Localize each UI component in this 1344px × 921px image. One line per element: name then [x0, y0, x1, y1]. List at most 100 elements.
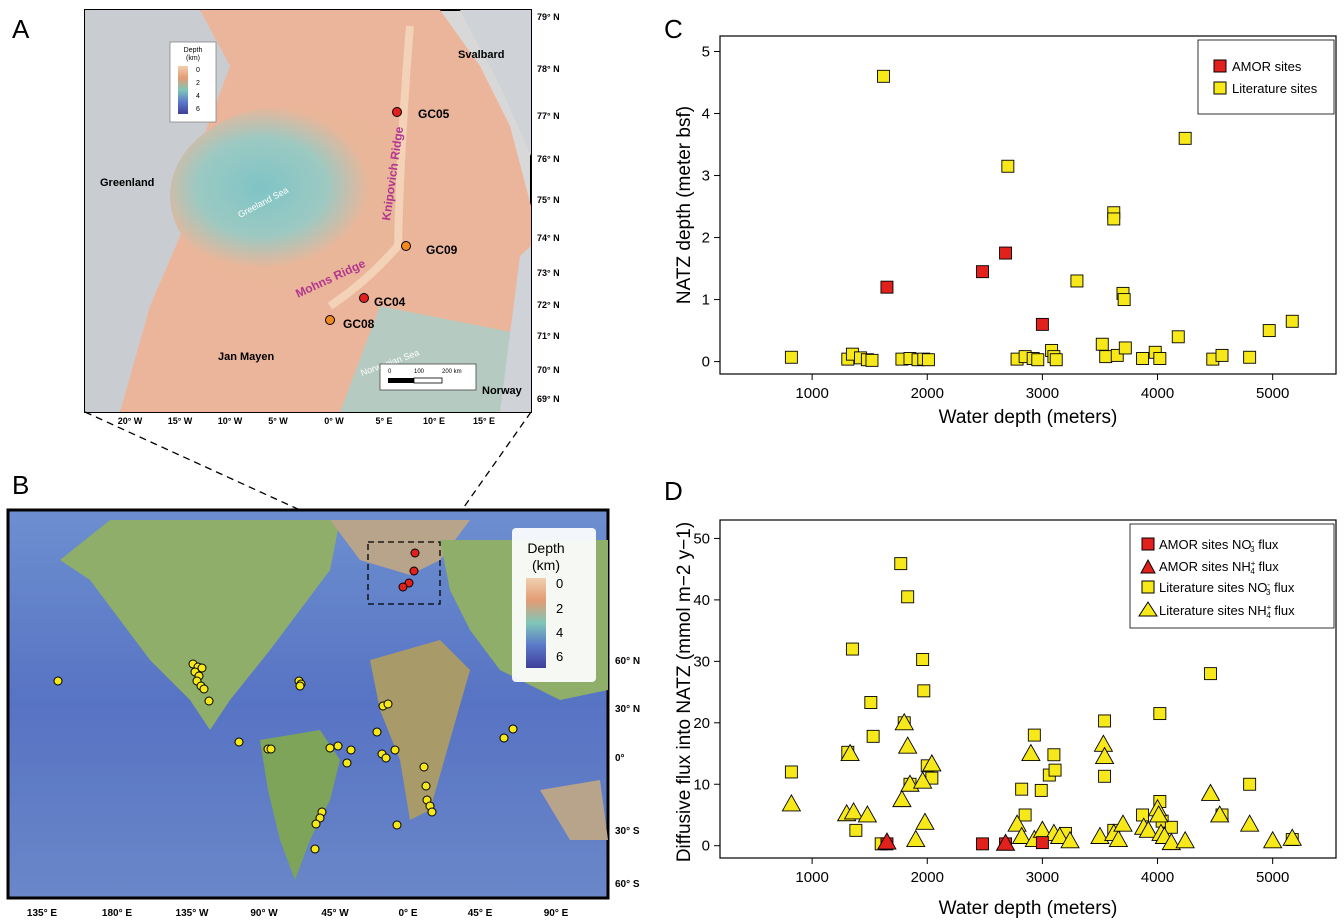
- x-tick-label: 1000: [795, 385, 828, 402]
- data-point-square: [999, 246, 1012, 260]
- scale-bar-label: 100: [414, 369, 425, 375]
- label-jan-mayen: Jan Mayen: [218, 351, 275, 363]
- data-point-square: [1035, 317, 1049, 331]
- chart-c-x-axis: 1000 2000 3000 4000 5000: [795, 374, 1289, 402]
- y-tick-label: 5: [702, 44, 710, 61]
- data-point-triangle: [1200, 783, 1221, 801]
- chart-d-ylabel: Diffusive flux into NATZ (mmol m−2 y−1): [674, 522, 695, 862]
- data-point-square: [1204, 667, 1217, 681]
- lat-label: 77° N: [537, 111, 560, 121]
- site-gc04-marker: [359, 293, 369, 303]
- lat-label: 30° N: [615, 704, 640, 715]
- chart-d-y-axis: 0 10 20 30 40 50: [693, 530, 720, 855]
- label-norway: Norway: [482, 385, 523, 397]
- data-point-square: [1015, 782, 1029, 796]
- lon-label: 180° E: [102, 908, 132, 919]
- literature-site-marker: [419, 762, 429, 772]
- chart-d-xlabel: Water depth (meters): [939, 898, 1118, 919]
- lat-label: 60° N: [615, 656, 640, 667]
- map-a-legend-title-1: Depth: [184, 47, 203, 54]
- literature-site-marker: [499, 733, 509, 743]
- data-point-square: [1215, 348, 1229, 362]
- map-b-legend-tick: 4: [556, 625, 563, 640]
- amor-site-marker: [398, 582, 408, 592]
- scale-bar-box: [379, 363, 477, 391]
- data-point-square: [1118, 341, 1132, 355]
- chart-c-xlabel: Water depth (meters): [939, 407, 1118, 428]
- literature-site-marker: [392, 820, 402, 830]
- map-b-amor-sites: [398, 548, 420, 592]
- lat-label: 70° N: [537, 365, 560, 375]
- data-point-triangle: [905, 829, 926, 848]
- chart-c-marks: [784, 69, 1299, 367]
- y-tick-label: 1: [702, 292, 710, 309]
- x-tick-label: 3000: [1026, 385, 1059, 402]
- data-point-square: [921, 353, 935, 367]
- literature-site-marker: [197, 663, 207, 673]
- data-point-square: [849, 823, 863, 837]
- legend-label-amor: AMOR sites: [1232, 59, 1302, 74]
- data-point-square: [784, 350, 798, 364]
- scale-bar: [388, 378, 414, 383]
- data-point-triangle: [1209, 805, 1230, 823]
- data-point-square: [866, 729, 880, 743]
- lon-label: 10° E: [423, 416, 445, 426]
- map-a-legend-tick: 2: [196, 80, 200, 87]
- literature-site-marker: [390, 745, 400, 755]
- panel-letter-c: C: [664, 14, 683, 44]
- map-b-literature-sites: [53, 659, 518, 854]
- literature-site-marker: [372, 727, 382, 737]
- scale-bar-label: 0: [388, 369, 392, 375]
- data-point-square: [1153, 352, 1167, 365]
- data-point-square: [1243, 777, 1257, 791]
- legend-swatch-amor: [1213, 59, 1227, 73]
- map-b: Depth (km) 0 2 4 6: [6, 508, 640, 919]
- y-tick-label: 10: [693, 776, 710, 793]
- literature-site-marker: [342, 758, 352, 768]
- data-point-triangle: [1090, 826, 1110, 844]
- label-svalbard: Svalbard: [458, 49, 504, 61]
- map-a-lon-labels: 20° W 15° W 10° W 5° W 0° W 5° E 10° E 1…: [118, 416, 495, 426]
- data-point-triangle: [1239, 814, 1260, 832]
- data-point-triangle: [1094, 746, 1115, 765]
- lat-label: 73° N: [537, 268, 560, 278]
- lon-label: 15° E: [473, 416, 495, 426]
- x-tick-label: 2000: [911, 869, 944, 886]
- literature-site-marker: [295, 681, 305, 691]
- data-point-triangle: [1161, 832, 1182, 851]
- y-tick-label: 0: [702, 354, 710, 371]
- data-point-triangle: [912, 771, 933, 789]
- x-tick-label: 2000: [911, 385, 944, 402]
- literature-site-marker: [381, 753, 391, 763]
- data-point-square: [1153, 707, 1167, 721]
- data-point-square: [1243, 350, 1257, 364]
- chart-c: 1000 2000 3000 4000 5000 0 1 2 3 4 5 Water depth …: [674, 35, 1337, 428]
- data-point-triangle: [1148, 805, 1169, 823]
- data-point-square: [894, 557, 908, 571]
- map-b-legend-tick: 2: [556, 601, 563, 616]
- data-point-triangle: [922, 754, 942, 772]
- lon-label: 10° W: [218, 416, 243, 426]
- map-a-lat-labels: 79° N 78° N 77° N 76° N 75° N 74° N 73° …: [537, 12, 560, 404]
- literature-site-marker: [234, 737, 244, 747]
- literature-site-marker: [204, 696, 214, 706]
- map-b-legend-colorbar: [526, 578, 546, 668]
- map-a: Depth (km) 0 2 4 6 Svalbard Greenland Gr…: [84, 9, 560, 426]
- data-point-square: [1031, 353, 1045, 367]
- legend-swatch-amor-no3: [1141, 537, 1155, 551]
- data-point-square: [877, 69, 890, 83]
- data-point-triangle: [892, 789, 912, 808]
- data-point-square: [864, 696, 878, 709]
- lon-label: 5° W: [268, 416, 288, 426]
- legend-label-literature: Literature sites: [1232, 81, 1318, 96]
- literature-site-marker: [310, 844, 320, 854]
- site-gc04-label: GC04: [374, 295, 406, 309]
- data-point-square: [1048, 763, 1062, 777]
- data-point-square: [1098, 714, 1112, 728]
- chart-d-x-axis: 1000 2000 3000 4000 5000: [795, 858, 1289, 886]
- data-point-triangle: [1138, 820, 1159, 838]
- data-point-triangle: [1113, 814, 1133, 832]
- data-point-square: [1262, 324, 1276, 338]
- site-gc08-marker: [325, 315, 335, 325]
- y-tick-label: 50: [693, 530, 710, 547]
